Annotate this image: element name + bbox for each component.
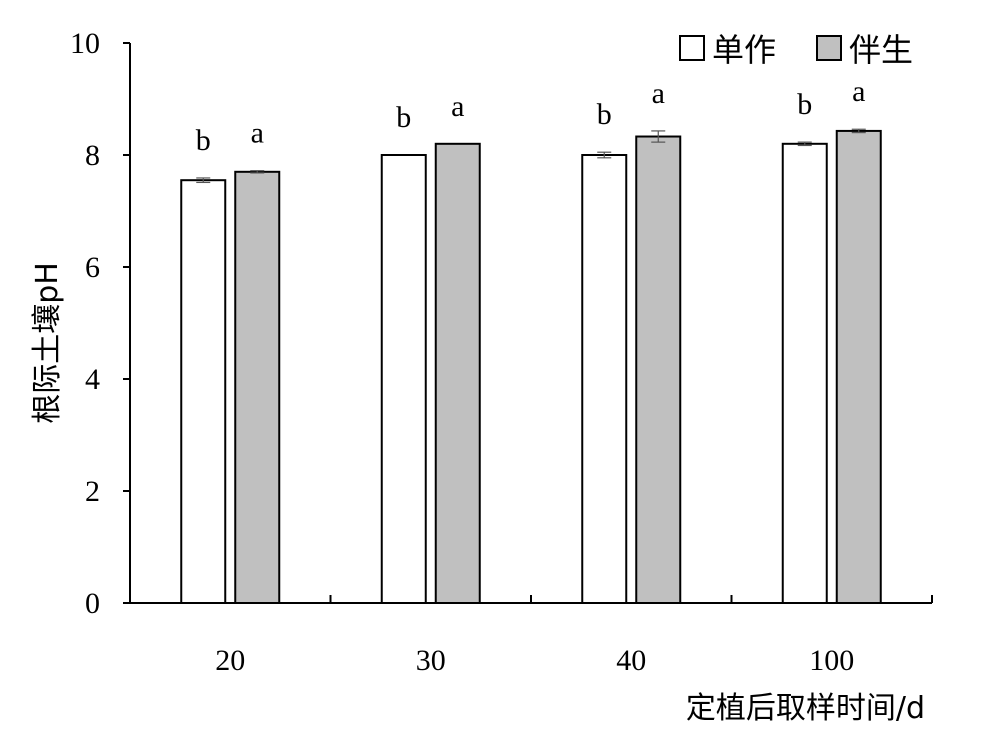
bar (380, 154, 427, 604)
significance-label: a (852, 75, 865, 108)
x-tick-label: 30 (416, 644, 446, 677)
y-tick-label: 0 (85, 587, 100, 620)
legend-swatch (679, 35, 705, 61)
legend-swatch (816, 35, 842, 61)
y-axis-title: 根际土壤pH (30, 262, 65, 424)
bar (180, 179, 227, 604)
x-tick-label: 40 (616, 644, 646, 677)
bar (635, 135, 682, 605)
significance-label: b (597, 98, 612, 131)
bar (434, 142, 481, 605)
significance-label: b (396, 101, 411, 134)
bars (180, 128, 882, 605)
y-tick-label: 10 (70, 27, 100, 60)
x-tick-label: 20 (215, 644, 245, 677)
y-tick-label: 6 (85, 251, 100, 284)
significance-label: a (652, 77, 665, 110)
legend: 单作 伴生 (679, 31, 913, 69)
x-tick-label: 100 (809, 644, 854, 677)
legend-label: 伴生 (849, 31, 913, 69)
bar (581, 154, 628, 604)
y-tick-label: 2 (85, 475, 100, 508)
significance-label: a (451, 90, 464, 123)
significance-label: a (251, 117, 264, 150)
y-tick-label: 4 (85, 363, 100, 396)
y-tick-label: 8 (85, 139, 100, 172)
bar (781, 142, 828, 605)
significance-label: b (196, 124, 211, 157)
bar (835, 129, 882, 604)
labels: b b b b a a a a (196, 75, 866, 157)
bar (234, 170, 281, 605)
legend-label: 单作 (712, 31, 776, 69)
x-axis-title: 定植后取样时间/d (686, 691, 925, 726)
significance-label: b (797, 88, 812, 121)
